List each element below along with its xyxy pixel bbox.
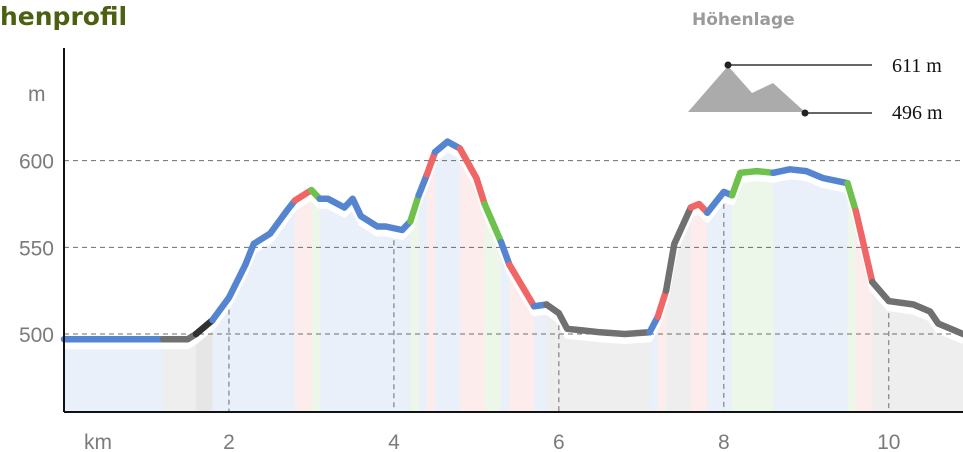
profile-segment-unknown xyxy=(869,278,963,338)
surface-band-gravel xyxy=(484,213,502,412)
profile-segment-natural xyxy=(687,200,711,216)
surface-band-natural xyxy=(426,161,436,412)
profile-segment-asphalt xyxy=(209,197,299,324)
gridlines xyxy=(64,160,963,412)
profile-segment-asphalt xyxy=(316,195,414,234)
surface-band-asphalt xyxy=(534,313,547,412)
surface-band-asphalt xyxy=(707,200,733,412)
surface-band-asphalt xyxy=(501,251,510,412)
profile-segment-natural xyxy=(654,287,670,320)
surface-band-gravel xyxy=(410,204,419,412)
y-tick-label: 550 xyxy=(19,237,54,260)
x-tick-label: 2 xyxy=(223,431,235,452)
y-tick-label: 500 xyxy=(19,324,54,347)
x-tick-label: 10 xyxy=(877,431,900,452)
surface-band-asphalt xyxy=(649,325,658,412)
profile-segment-natural xyxy=(423,148,439,178)
surface-band-asphalt xyxy=(212,209,295,412)
surface-band-natural xyxy=(855,219,873,412)
profile-segment-natural xyxy=(506,261,538,310)
profile-segment-gravel xyxy=(844,179,860,215)
surface-band-natural xyxy=(459,157,485,412)
surface-band-asphalt xyxy=(64,348,163,412)
y-axis-unit: m xyxy=(28,83,46,106)
surface-band-asphalt xyxy=(435,150,460,412)
profile-segment-asphalt xyxy=(497,238,513,268)
x-axis-unit: km xyxy=(84,431,112,452)
profile-segment-asphalt xyxy=(770,166,851,187)
legend-min-dot xyxy=(801,109,809,117)
chart-title: henprofil xyxy=(0,2,128,31)
profile-segment-unknown xyxy=(662,204,695,294)
surface-band-path xyxy=(195,329,213,412)
surface-bands xyxy=(64,150,963,412)
profile-halo xyxy=(64,145,963,350)
profile-segment-natural xyxy=(291,186,315,204)
legend-max-value: 611 m xyxy=(892,55,942,77)
tick-labels: 500 550 600 2 4 6 8 10 xyxy=(19,151,900,452)
area-layer xyxy=(64,145,963,350)
surface-band-natural xyxy=(294,199,312,412)
profile-segment-path xyxy=(192,316,216,338)
profile-segment-natural xyxy=(456,145,488,208)
surface-band-gravel xyxy=(311,199,320,412)
profile-segment-asphalt xyxy=(415,171,431,199)
surface-band-asphalt xyxy=(773,178,848,412)
profile-line xyxy=(60,138,963,343)
profile-segment-gravel xyxy=(481,200,505,246)
profile-segment-natural xyxy=(852,207,876,286)
x-tick-label: 4 xyxy=(388,431,400,452)
surface-band-unknown xyxy=(546,313,650,412)
y-tick-label: 600 xyxy=(19,151,54,174)
elevation-legend: 611 m 496 m xyxy=(688,55,943,124)
surface-band-asphalt xyxy=(418,183,427,412)
surface-band-gravel xyxy=(732,180,774,412)
surface-band-natural xyxy=(690,213,708,412)
mountain-icon xyxy=(688,66,805,112)
legend-min-value: 496 m xyxy=(892,102,943,124)
x-tick-label: 6 xyxy=(553,431,565,452)
x-tick-label: 8 xyxy=(718,431,730,452)
profile-segment-gravel xyxy=(728,167,777,199)
profile-segment-asphalt xyxy=(431,138,464,156)
surface-band-unknown xyxy=(162,343,196,412)
axes xyxy=(63,48,963,413)
profile-segment-gravel xyxy=(407,192,422,225)
profile-segment-unknown xyxy=(159,330,200,343)
legend-max-dot xyxy=(724,61,732,69)
legend-title: Höhenlage xyxy=(692,10,795,30)
surface-band-natural xyxy=(657,299,667,412)
surface-band-asphalt xyxy=(319,207,411,412)
surface-band-unknown xyxy=(872,291,963,412)
profile-segment-unknown xyxy=(543,301,653,338)
